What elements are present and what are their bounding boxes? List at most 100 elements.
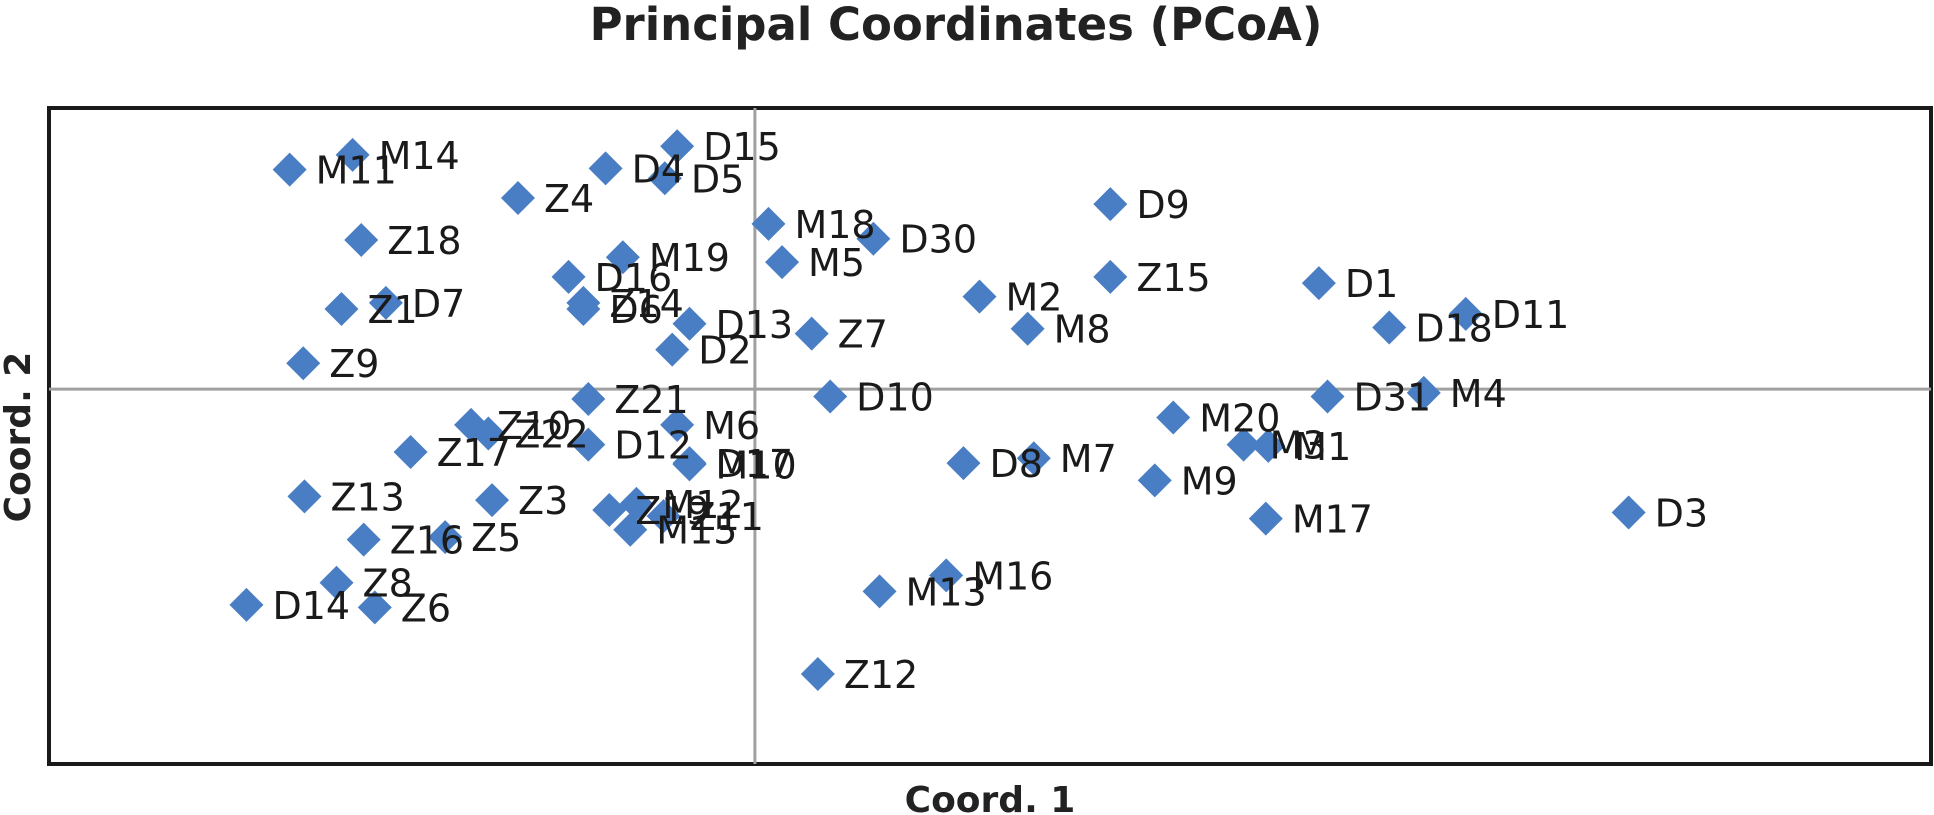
chart-title: Principal Coordinates (PCoA) [590,0,1323,51]
data-label-m19: M19 [649,236,730,280]
data-label-m16: M16 [972,554,1053,598]
data-label-d18: D18 [1415,306,1493,350]
data-label-m3: M3 [1270,424,1327,468]
data-label-d15: D15 [703,125,781,169]
data-point-d12 [571,427,606,462]
data-label-d5: D5 [691,157,744,201]
data-point-z17 [393,435,428,470]
data-label-m7: M7 [1060,437,1117,481]
data-label-m2: M2 [1006,276,1063,320]
data-label-z9: Z9 [329,342,379,386]
data-point-m17 [1248,501,1283,536]
data-label-d2: D2 [698,329,751,373]
data-label-z18: Z18 [387,219,461,263]
data-label-z17: Z17 [437,431,511,475]
data-point-m19 [605,240,640,275]
data-point-d11 [1448,296,1483,331]
data-point-m16 [929,558,964,593]
data-label-z22: Z22 [514,413,588,457]
data-point-z1 [324,291,359,326]
data-label-d4: D4 [632,147,685,191]
data-label-m6: M6 [703,404,760,448]
data-point-d5 [647,161,682,196]
data-point-z15 [1093,259,1128,294]
data-label-z10: Z10 [497,404,571,448]
data-label-z6: Z6 [401,586,451,630]
data-point-z5 [428,520,463,555]
data-point-d1 [1301,266,1336,301]
data-label-d16: D16 [595,256,673,300]
data-label-m14: M14 [379,134,460,178]
data-label-z16: Z16 [390,519,464,563]
data-point-m9 [1137,463,1172,498]
data-point-m14 [335,137,370,172]
data-point-z12 [800,656,835,691]
data-point-m13 [862,574,897,609]
data-label-d1: D1 [1345,262,1398,306]
data-label-m10: M10 [715,443,796,487]
data-label-z21: Z21 [614,378,688,422]
data-label-d30: D30 [899,218,977,262]
data-point-d7 [368,285,403,320]
data-point-z19 [592,492,627,527]
data-point-d31 [1310,379,1345,414]
data-point-m18 [751,206,786,241]
data-point-m4 [1406,375,1441,410]
data-label-m5: M5 [808,241,865,285]
data-point-m5 [765,245,800,280]
data-label-z4: Z4 [544,177,594,221]
data-label-m18: M18 [794,203,875,247]
data-point-m10 [672,447,707,482]
data-point-m20 [1156,400,1191,435]
data-point-z7 [794,316,829,351]
data-point-m15 [613,512,648,547]
data-label-d3: D3 [1655,491,1708,535]
data-point-z3 [475,483,510,518]
data-point-d30 [856,221,891,256]
data-label-z5: Z5 [471,516,521,560]
data-point-z22 [471,416,506,451]
data-label-m1: M1 [1294,425,1351,469]
data-label-m9: M9 [1181,459,1238,503]
data-point-d6 [566,291,601,326]
data-point-d4 [588,151,623,186]
data-label-z1: Z1 [367,288,417,332]
data-point-z16 [346,522,381,557]
data-point-m12 [619,486,654,521]
data-point-m1 [1251,428,1286,463]
data-point-m2 [962,279,997,314]
data-point-z8 [319,565,354,600]
data-label-z19: Z19 [635,489,709,533]
data-label-d13: D13 [715,303,793,347]
data-label-m20: M20 [1199,397,1280,441]
data-label-d10: D10 [856,376,934,420]
data-point-z4 [500,181,535,216]
data-label-d7: D7 [412,282,465,326]
data-label-z14: Z14 [609,282,683,326]
data-point-d18 [1372,310,1407,345]
scatter-points [229,129,1646,691]
data-label-d6: D6 [609,288,662,332]
data-point-d2 [655,332,690,367]
data-point-z13 [287,479,322,514]
data-label-m11: M11 [316,149,397,193]
data-label-m13: M13 [906,570,987,614]
data-point-z6 [357,590,392,625]
data-label-z15: Z15 [1136,256,1210,300]
data-point-d16 [551,259,586,294]
data-label-m8: M8 [1054,308,1111,352]
data-label-z3: Z3 [518,479,568,523]
data-point-d9 [1093,187,1128,222]
data-label-d14: D14 [272,584,350,628]
data-point-m3 [1226,427,1261,462]
data-label-z12: Z12 [844,653,918,697]
data-point-m8 [1010,311,1045,346]
data-point-d10 [813,379,848,414]
y-axis-title: Coord. 2 [0,352,39,523]
data-label-m4: M4 [1450,372,1507,416]
data-point-z11 [646,499,681,534]
data-label-d12: D12 [614,424,692,468]
data-label-d9: D9 [1136,183,1189,227]
plot-area-frame [47,106,1933,766]
